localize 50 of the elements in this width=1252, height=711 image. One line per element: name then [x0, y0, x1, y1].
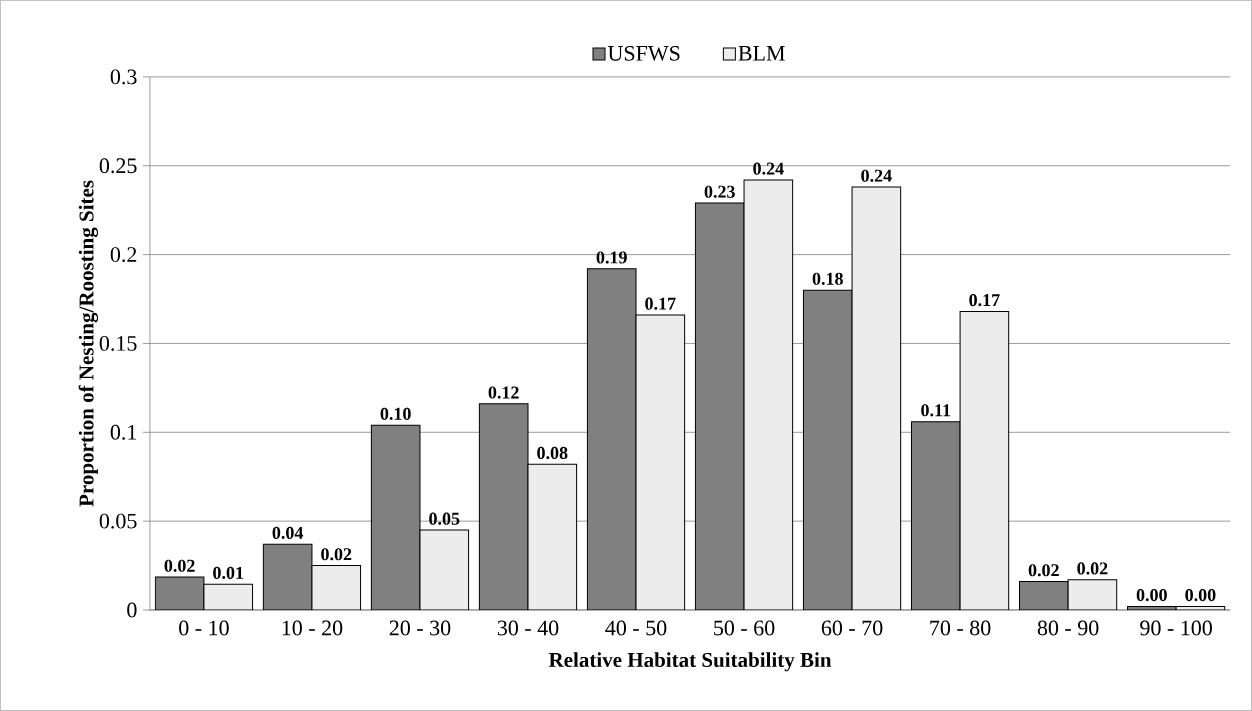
bar — [203, 584, 253, 611]
bar — [636, 315, 685, 611]
data-label: 0.19 — [596, 251, 627, 264]
data-label: 0.18 — [812, 272, 843, 285]
x-tick-label: 90 - 100 — [1140, 620, 1212, 636]
bar — [744, 180, 793, 611]
y-axis-title: Proportion of Nesting/Roosting Sites — [78, 180, 99, 507]
y-tick-label: 0.05 — [99, 513, 137, 529]
y-tick-label: 0.2 — [110, 247, 137, 263]
data-label: 0.17 — [969, 294, 1000, 307]
bar — [960, 311, 1009, 611]
x-tick-label: 20 - 30 — [389, 620, 451, 636]
x-tick-label: 80 - 90 — [1037, 620, 1099, 636]
x-tick-label: 10 - 20 — [282, 620, 343, 636]
y-tick-label: 0.25 — [99, 158, 137, 174]
y-tick-label: 0 — [127, 602, 137, 618]
data-label: 0.24 — [861, 169, 892, 182]
data-label: 0.02 — [1028, 564, 1059, 577]
legend-label: BLM — [738, 46, 785, 61]
data-label: 0.00 — [1136, 589, 1167, 602]
x-tick-label: 50 - 60 — [714, 620, 775, 636]
data-label: 0.23 — [704, 185, 735, 198]
data-label: 0.01 — [213, 566, 244, 580]
x-tick-label: 60 - 70 — [821, 620, 883, 636]
x-tick-label: 40 - 50 — [605, 620, 667, 636]
x-tick-label: 0 - 10 — [179, 620, 229, 636]
bar — [852, 187, 901, 611]
data-label: 0.11 — [921, 404, 951, 417]
bar — [1068, 579, 1117, 611]
data-label: 0.05 — [429, 512, 460, 525]
data-label: 0.17 — [645, 297, 676, 310]
bar — [311, 565, 361, 611]
y-tick-label: 0.3 — [110, 69, 137, 85]
data-label: 0.08 — [537, 446, 568, 460]
x-axis-title: Relative Habitat Suitability Bin — [548, 652, 832, 672]
data-label: 0.02 — [164, 559, 195, 572]
y-tick-label: 0.1 — [110, 424, 137, 440]
data-label: 0.02 — [1077, 562, 1108, 575]
data-label: 0.02 — [321, 548, 352, 561]
data-label: 0.24 — [753, 162, 784, 175]
y-tick-label: 0.15 — [99, 336, 137, 351]
bar — [528, 464, 577, 611]
x-tick-label: 30 - 40 — [497, 620, 559, 636]
data-label: 0.04 — [272, 526, 304, 540]
bar — [419, 530, 469, 611]
data-label: 0.10 — [380, 407, 411, 421]
x-tick-label: 70 - 80 — [930, 620, 991, 636]
data-label: 0.12 — [488, 386, 519, 399]
legend-label: USFWS — [607, 46, 680, 61]
data-label: 0.00 — [1185, 589, 1216, 602]
